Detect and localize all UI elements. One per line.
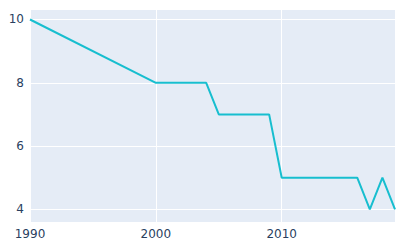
svg-text:6: 6	[16, 139, 24, 153]
svg-text:4: 4	[16, 202, 24, 216]
svg-text:2010: 2010	[266, 227, 297, 241]
svg-text:10: 10	[9, 12, 24, 26]
svg-text:8: 8	[16, 76, 24, 90]
svg-text:2000: 2000	[141, 227, 172, 241]
svg-text:1990: 1990	[15, 227, 46, 241]
